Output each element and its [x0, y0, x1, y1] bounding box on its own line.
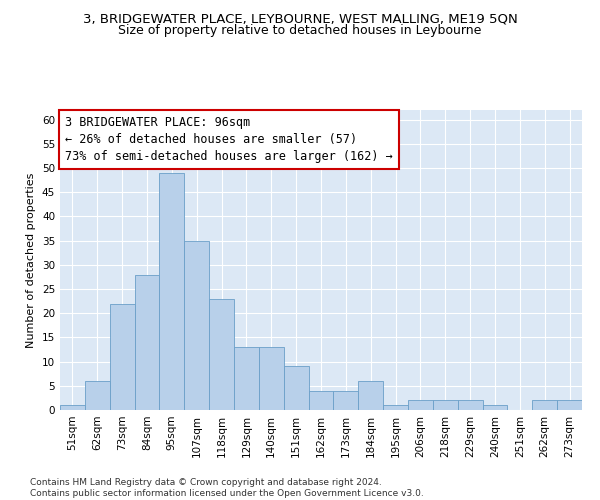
Text: 3, BRIDGEWATER PLACE, LEYBOURNE, WEST MALLING, ME19 5QN: 3, BRIDGEWATER PLACE, LEYBOURNE, WEST MA… — [83, 12, 517, 26]
Bar — [408, 400, 433, 410]
Bar — [234, 347, 259, 410]
Y-axis label: Number of detached properties: Number of detached properties — [26, 172, 37, 348]
Bar — [134, 274, 160, 410]
Bar — [209, 298, 234, 410]
Bar — [284, 366, 308, 410]
Bar — [334, 390, 358, 410]
Bar — [358, 381, 383, 410]
Text: 3 BRIDGEWATER PLACE: 96sqm
← 26% of detached houses are smaller (57)
73% of semi: 3 BRIDGEWATER PLACE: 96sqm ← 26% of deta… — [65, 116, 393, 163]
Bar — [458, 400, 482, 410]
Bar — [160, 173, 184, 410]
Bar — [557, 400, 582, 410]
Text: Contains HM Land Registry data © Crown copyright and database right 2024.
Contai: Contains HM Land Registry data © Crown c… — [30, 478, 424, 498]
Text: Size of property relative to detached houses in Leybourne: Size of property relative to detached ho… — [118, 24, 482, 37]
Bar — [482, 405, 508, 410]
Bar — [433, 400, 458, 410]
Bar — [259, 347, 284, 410]
Bar — [383, 405, 408, 410]
Bar — [85, 381, 110, 410]
Bar — [308, 390, 334, 410]
Bar — [60, 405, 85, 410]
Bar — [532, 400, 557, 410]
Bar — [110, 304, 134, 410]
Bar — [184, 240, 209, 410]
